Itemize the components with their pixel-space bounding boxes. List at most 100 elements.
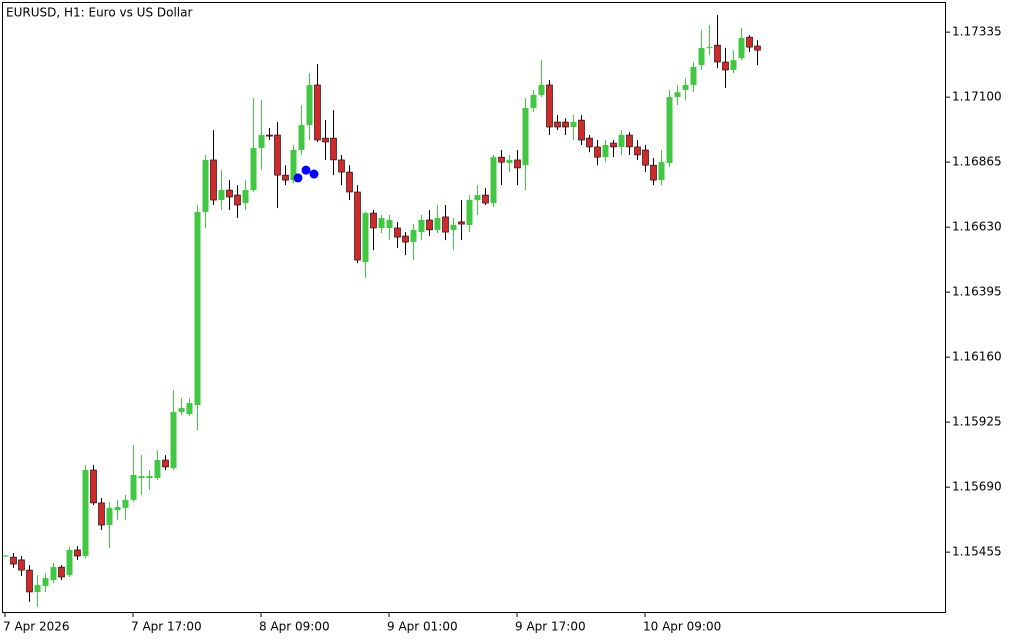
candle-body [330,137,337,161]
candle-body [410,229,417,243]
candle-body [218,190,225,201]
candle-body [466,200,473,225]
y-tick-label: 1.17100 [952,90,1002,104]
candle-body [658,162,665,181]
y-tick-label: 1.16865 [952,155,1002,169]
x-tick-label: 8 Apr 09:00 [259,620,330,634]
candle-body [322,137,329,143]
candle-body [538,84,545,95]
candle-body [106,507,113,526]
candle-body [666,97,673,163]
candle-body [378,218,385,228]
candle-body [34,585,41,592]
candle-body [434,218,441,230]
y-tick-label: 1.16395 [952,285,1002,299]
candle-body [298,125,305,150]
y-tick-label: 1.16630 [952,220,1002,234]
candle-body [266,134,273,137]
candle-body [162,459,169,468]
signal-marker [293,173,303,183]
candle-body [170,411,177,469]
candle-body [514,159,521,169]
candle-body [274,134,281,176]
signal-marker [301,165,311,175]
candle-body [210,159,217,201]
candle-body [458,221,465,225]
x-tick-label: 7 Apr 2026 [3,620,70,634]
candle-body [202,159,209,212]
candle-body [90,469,97,504]
candle-body [530,94,537,108]
candle-body [682,84,689,90]
candle-body [138,476,145,479]
candle-body [114,507,121,511]
candle-body [586,137,593,148]
candle-body [706,47,713,49]
candle-body [194,211,201,405]
candle-body [66,549,73,576]
candle-body [26,569,33,593]
candle-body [146,476,153,479]
candle-body [130,474,137,500]
candle-body [10,556,17,565]
candle-body [290,149,297,181]
candle-body [386,219,393,228]
candle-body [714,44,721,63]
y-tick-label: 1.15690 [952,480,1002,494]
candle-body [450,224,457,230]
candle-body [74,549,81,557]
candle-body [722,61,729,71]
candle-body [754,45,761,51]
y-tick-label: 1.16160 [952,350,1002,364]
candle-body [338,159,345,173]
candle-body [306,84,313,126]
candle-body [250,148,257,191]
candle-body [618,135,625,147]
candle-body [402,235,409,243]
candle-body [474,195,481,201]
candle-body [482,194,489,204]
candle-body [178,408,185,412]
plot-frame [2,2,946,613]
candle-body [626,134,633,148]
candle-body [154,460,161,479]
candle-body [746,36,753,48]
x-tick-label: 9 Apr 17:00 [515,620,586,634]
candle-body [690,67,697,85]
candle-body [98,502,105,526]
x-tick-label: 9 Apr 01:00 [387,620,458,634]
candle-body [394,227,401,238]
candle-body [522,107,529,166]
candle-body [730,60,737,71]
candle-body [186,403,193,415]
candle-body [370,212,377,229]
x-tick-label: 10 Apr 09:00 [643,620,721,634]
candle-body [650,164,657,181]
candle-body [354,191,361,261]
chart-title: EURUSD, H1: Euro vs US Dollar [6,6,192,20]
candle-body [2,555,9,557]
candle-body [50,567,57,581]
candle-body [610,142,617,148]
candle-body [642,149,649,166]
candle-body [506,159,513,163]
candle-body [226,189,233,198]
candle-body [258,135,265,149]
candle-body [634,146,641,156]
candle-body [58,566,65,578]
candle-body [18,559,25,571]
y-tick-label: 1.15455 [952,545,1002,559]
candle-body [602,145,609,158]
signal-marker [309,169,319,179]
candle-body [498,156,505,163]
candle-body [234,194,241,206]
candle-body [242,190,249,204]
candle-body [418,219,425,233]
candle-body [362,213,369,262]
candle-body [578,119,585,141]
candle-body [426,219,433,231]
candle-body [546,84,553,128]
